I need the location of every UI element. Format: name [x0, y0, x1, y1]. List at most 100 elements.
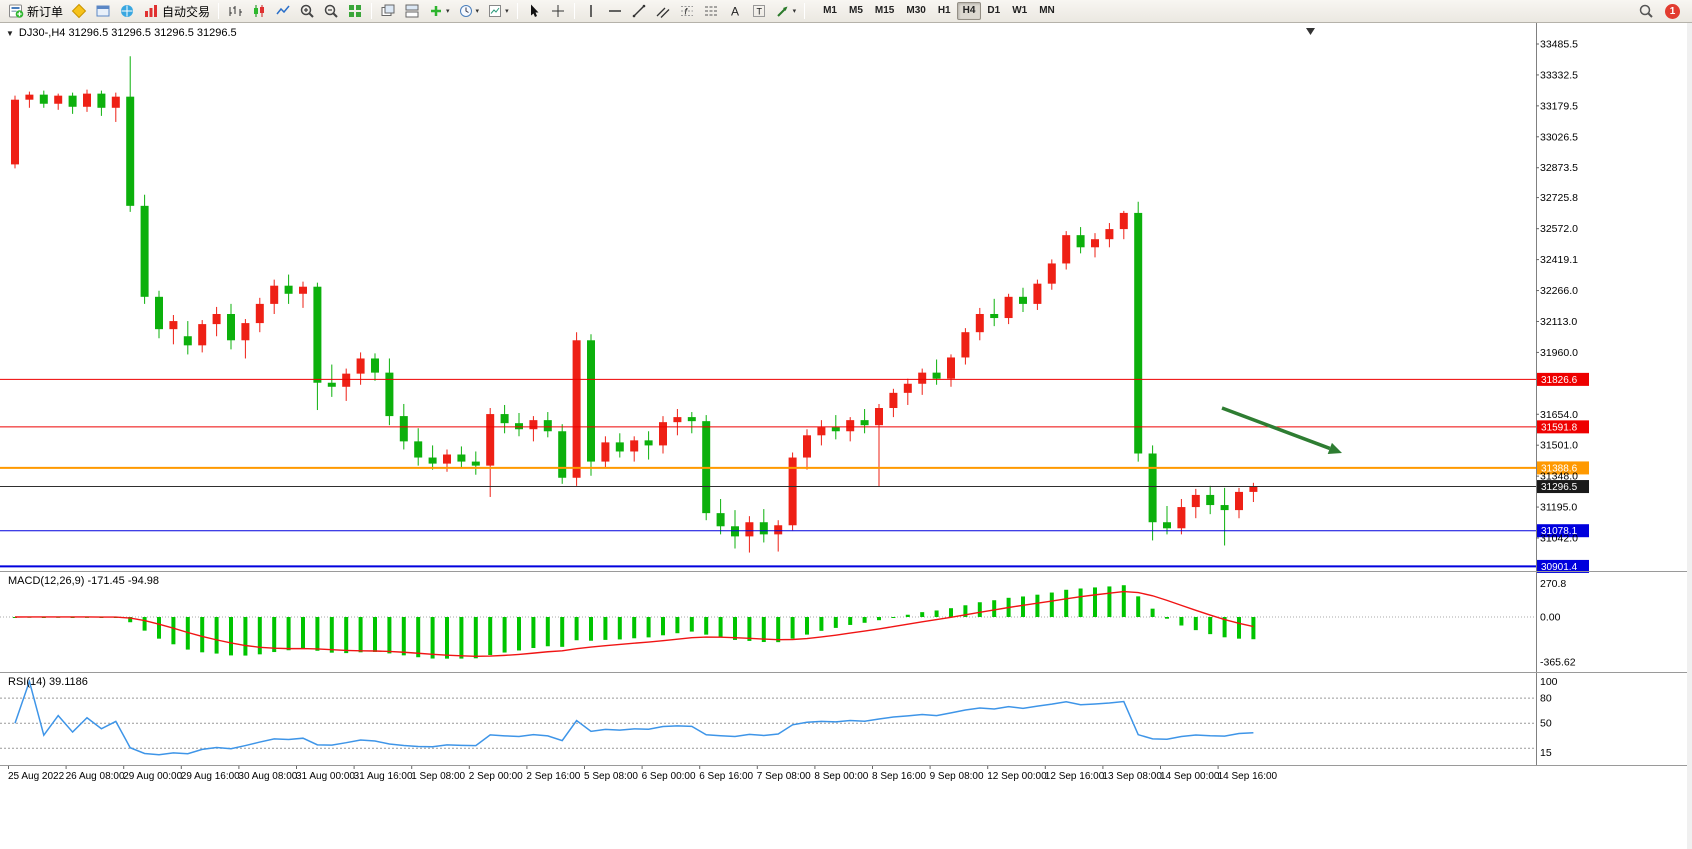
candle — [255, 303, 264, 324]
price-axis-label: 31501.0 — [1540, 440, 1578, 452]
arrange-windows-button[interactable] — [376, 1, 400, 21]
toolbar-separator — [218, 3, 220, 19]
tile-horizontal-button[interactable] — [400, 1, 424, 21]
candle — [1062, 235, 1071, 264]
text-button[interactable]: A — [723, 1, 747, 21]
search-button[interactable] — [1634, 1, 1658, 21]
price-pane[interactable] — [0, 28, 1536, 568]
indicators-button[interactable]: ▾ — [424, 1, 454, 21]
dropdown-caret-icon[interactable]: ▾ — [792, 8, 797, 15]
macd-axis-label: -365.62 — [1540, 657, 1576, 669]
periods-button[interactable]: ▾ — [454, 1, 484, 21]
market-watch-button[interactable] — [115, 1, 139, 21]
candle — [846, 420, 855, 432]
rsi-pane[interactable] — [0, 678, 1536, 756]
candle — [1076, 235, 1085, 248]
chart-canvas[interactable]: 270.80.00-365.6210080501531826.631591.83… — [0, 23, 1692, 849]
toolbar-right: 1 — [1634, 1, 1688, 21]
candle — [1177, 507, 1186, 529]
candle — [371, 358, 379, 373]
time-axis-label: 2 Sep 16:00 — [526, 771, 580, 782]
fibonacci-button[interactable]: f — [675, 1, 699, 21]
symbol-dropdown-icon[interactable]: ▼ — [6, 28, 14, 38]
timeframe-button-m30[interactable]: M30 — [906, 5, 926, 16]
timeframe-button-m1[interactable]: M1 — [823, 5, 837, 16]
macd-histogram — [13, 585, 1256, 659]
candle — [745, 522, 754, 537]
price-level-tag-text: 31296.5 — [1541, 482, 1578, 493]
candlestick-series[interactable] — [11, 56, 1258, 553]
candle — [39, 94, 48, 104]
time-axis-label: 9 Sep 08:00 — [930, 771, 984, 782]
terminal-button[interactable] — [91, 1, 115, 21]
candles-chart-icon — [254, 5, 265, 17]
time-axis-label: 25 Aug 2022 — [8, 771, 65, 782]
timeframe-button-w1[interactable]: W1 — [1012, 5, 1028, 16]
line-chart-button[interactable] — [271, 1, 295, 21]
time-axis-label: 1 Sep 08:00 — [411, 771, 465, 782]
timeframe-button-m15[interactable]: M15 — [874, 5, 895, 16]
chart-window[interactable]: ▼ DJ30-,H4 31296.5 31296.5 31296.5 31296… — [0, 23, 1692, 849]
timeframe-button-h1[interactable]: H1 — [937, 5, 951, 16]
cycle-lines-button[interactable] — [699, 1, 723, 21]
trendline-button[interactable] — [627, 1, 651, 21]
candle — [313, 286, 322, 383]
candle-chart-button[interactable] — [247, 1, 271, 21]
price-axis-label: 33026.5 — [1540, 131, 1578, 143]
candle — [169, 321, 178, 330]
metaeditor-button[interactable] — [67, 1, 91, 21]
new-order-button[interactable]: 新订单 — [4, 1, 67, 21]
timeframe-button-h4[interactable]: H4 — [956, 2, 982, 20]
candle — [1206, 494, 1215, 506]
candle — [428, 457, 437, 464]
macd-pane[interactable] — [0, 585, 1536, 659]
candle — [1004, 296, 1013, 319]
trend-arrow-head[interactable] — [1327, 442, 1342, 455]
candle — [1119, 212, 1128, 230]
candle — [198, 324, 207, 346]
cursor-button[interactable] — [522, 1, 546, 21]
trend-arrow-annotation[interactable] — [1221, 406, 1331, 451]
price-axis-label: 33179.5 — [1540, 100, 1578, 112]
window-scrollbar[interactable] — [1687, 23, 1692, 849]
price-level-tag — [1537, 420, 1589, 434]
timeframe-button-mn[interactable]: MN — [1039, 5, 1055, 16]
zoom-in-button[interactable] — [295, 1, 319, 21]
tile-windows-button[interactable] — [343, 1, 367, 21]
price-axis-label: 33485.5 — [1540, 39, 1578, 51]
notification-badge[interactable]: 1 — [1665, 3, 1680, 19]
toolbar-separator — [804, 3, 806, 19]
vertical-line-button[interactable] — [579, 1, 603, 21]
candle — [1134, 212, 1143, 454]
time-axis-label: 7 Sep 08:00 — [757, 771, 811, 782]
timeframe-button-d1[interactable]: D1 — [987, 5, 1001, 16]
auto-trading-button[interactable]: 自动交易 — [139, 1, 214, 21]
arrows-button[interactable]: ▾ — [771, 1, 801, 21]
main-toolbar: 新订单 自动交易 ▾ ▾ ▾ f A T ▾ M1 M5 M15 M30 H1 H4 D1 W1 MN 1 — [0, 0, 1692, 23]
time-axis-label: 6 Sep 16:00 — [699, 771, 753, 782]
crosshair-icon — [551, 5, 564, 17]
crosshair-button[interactable] — [546, 1, 570, 21]
zoom-out-button[interactable] — [319, 1, 343, 21]
text-label-button[interactable]: T — [747, 1, 771, 21]
candle — [831, 427, 840, 432]
candle — [918, 372, 927, 384]
bar-chart-button[interactable] — [223, 1, 247, 21]
chart-shift-marker[interactable] — [1306, 28, 1315, 35]
terminal-icon — [96, 5, 110, 17]
price-level-tag-text: 31388.6 — [1541, 463, 1578, 474]
timeframe-button-m5[interactable]: M5 — [849, 5, 863, 16]
fibo-icon: f — [680, 6, 693, 17]
price-level-tag-text: 31826.6 — [1541, 375, 1578, 386]
templates-button[interactable]: ▾ — [483, 1, 513, 21]
dropdown-caret-icon[interactable]: ▾ — [505, 8, 509, 15]
candle — [875, 408, 883, 426]
dropdown-caret-icon[interactable]: ▾ — [446, 8, 450, 15]
price-axis[interactable]: 270.80.00-365.6210080501531826.631591.83… — [1536, 23, 1589, 765]
horizontal-line-button[interactable] — [603, 1, 627, 21]
dropdown-caret-icon[interactable]: ▾ — [475, 8, 480, 15]
candle — [97, 93, 106, 108]
channel-button[interactable] — [651, 1, 675, 21]
tile-icon — [349, 5, 362, 17]
